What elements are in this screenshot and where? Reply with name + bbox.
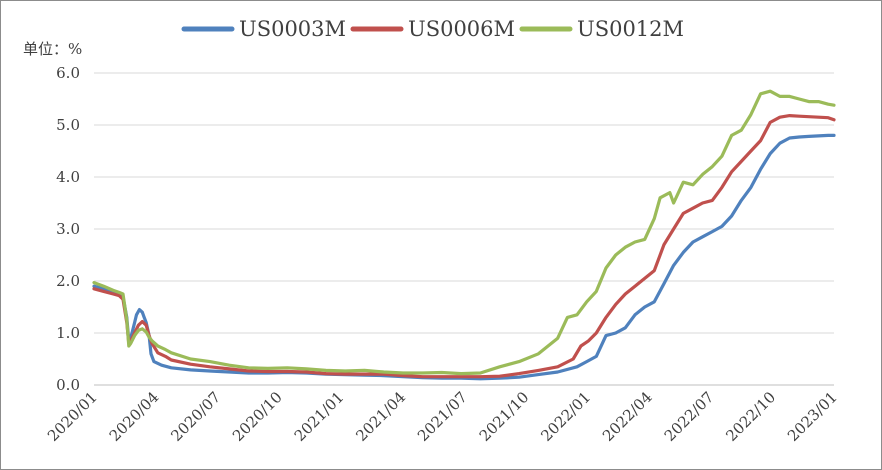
x-tick-label: 2021/01 <box>291 388 348 445</box>
y-tick-label: 5.0 <box>56 116 80 134</box>
y-axis-ticks: 0.0 1.0 2.0 3.0 4.0 5.0 6.0 <box>56 64 80 394</box>
x-tick-label: 2022/07 <box>661 388 718 445</box>
x-tick-label: 2022/01 <box>537 388 594 445</box>
legend-label: US0003M <box>239 17 346 41</box>
y-tick-label: 4.0 <box>56 168 80 186</box>
series-line-us0006m <box>92 114 836 379</box>
x-tick-label: 2021/04 <box>352 388 409 445</box>
x-tick-label: 2020/01 <box>44 388 101 445</box>
gridlines <box>94 72 834 386</box>
x-axis-ticks: 2020/01 2020/04 2020/07 2020/10 2021/01 2021/… <box>44 388 841 445</box>
x-tick-label: 2020/04 <box>106 388 163 445</box>
y-tick-label: 1.0 <box>56 324 80 342</box>
legend-label: US0012M <box>577 17 684 41</box>
series-line-us0012m <box>92 89 836 376</box>
x-tick-label: 2022/10 <box>722 388 779 445</box>
y-tick-label: 3.0 <box>56 220 80 238</box>
series-line-us0003m <box>92 133 836 381</box>
x-tick-label: 2021/07 <box>414 388 471 445</box>
y-tick-label: 0.0 <box>56 376 80 394</box>
legend: US0003M US0006M US0012M <box>181 17 684 41</box>
y-tick-label: 2.0 <box>56 272 80 290</box>
x-tick-label: 2022/04 <box>599 388 656 445</box>
y-tick-label: 6.0 <box>56 64 80 82</box>
y-axis-title: 单位：% <box>23 40 82 58</box>
x-tick-label: 2021/10 <box>476 388 533 445</box>
x-tick-label: 2020/07 <box>167 388 224 445</box>
x-tick-label: 2023/01 <box>784 388 841 445</box>
series-lines <box>92 89 836 381</box>
legend-label: US0006M <box>408 17 515 41</box>
x-tick-label: 2020/10 <box>229 388 286 445</box>
